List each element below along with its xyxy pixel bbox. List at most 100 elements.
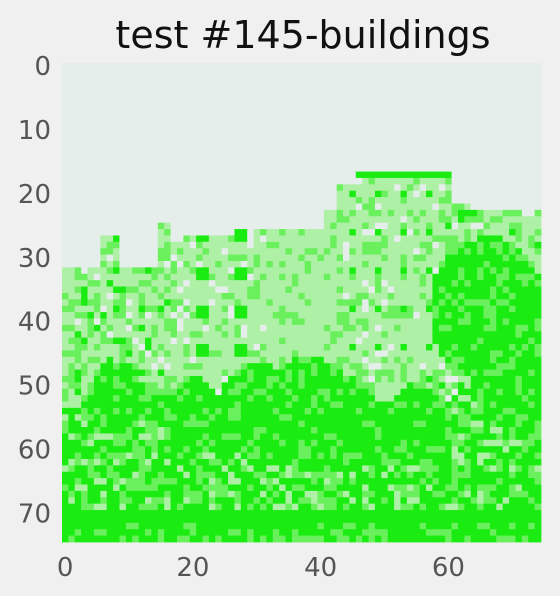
heatmap-cell (470, 94, 478, 102)
heatmap-cell (336, 222, 344, 230)
heatmap-cell (534, 133, 542, 141)
heatmap-cell (521, 324, 529, 332)
heatmap-cell (176, 101, 184, 109)
heatmap-cell (164, 152, 171, 160)
heatmap-cell (477, 197, 484, 204)
heatmap-cell (291, 88, 299, 96)
heatmap-cell (489, 356, 497, 364)
heatmap-cell (253, 82, 261, 89)
heatmap-cell (509, 107, 516, 115)
heatmap-cell (489, 229, 497, 236)
heatmap-cell (330, 229, 338, 236)
heatmap-cell (336, 209, 344, 217)
heatmap-cell (247, 458, 254, 466)
heatmap-cell (81, 427, 88, 434)
heatmap-cell (87, 292, 95, 300)
heatmap-cell (451, 344, 459, 351)
heatmap-cell (489, 158, 497, 166)
heatmap-cell (413, 107, 421, 115)
heatmap-cell (247, 177, 254, 185)
heatmap-cell (208, 369, 216, 377)
heatmap-cell (355, 433, 363, 441)
heatmap-cell (119, 101, 127, 109)
heatmap-cell (426, 427, 433, 434)
heatmap-cell (215, 88, 223, 96)
heatmap-cell (164, 471, 171, 479)
heatmap-cell (432, 350, 440, 358)
heatmap-cell (234, 484, 242, 492)
heatmap-cell (164, 82, 171, 89)
heatmap-cell (125, 114, 133, 121)
heatmap-cell (477, 375, 484, 383)
heatmap-cell (387, 177, 395, 185)
heatmap-cell (253, 158, 261, 166)
heatmap-cell (426, 235, 433, 243)
heatmap-cell (285, 337, 293, 345)
heatmap-cell (170, 248, 178, 255)
heatmap-cell (368, 337, 376, 345)
heatmap-cell (272, 446, 280, 453)
heatmap-cell (215, 318, 223, 326)
heatmap-cell (266, 280, 274, 287)
heatmap-cell (132, 401, 140, 409)
heatmap-cell (87, 248, 95, 255)
heatmap-cell (74, 273, 82, 281)
heatmap-cell (515, 363, 523, 370)
heatmap-cell (221, 350, 229, 358)
heatmap-cell (62, 407, 69, 415)
heatmap-cell (368, 158, 376, 166)
heatmap-cell (496, 229, 504, 236)
heatmap-cell (93, 248, 101, 255)
heatmap-cell (125, 344, 133, 351)
heatmap-cell (138, 452, 146, 460)
heatmap-cell (176, 203, 184, 211)
heatmap-cell (87, 407, 95, 415)
heatmap-cell (176, 312, 184, 319)
heatmap-cell (489, 69, 497, 77)
heatmap-cell (125, 152, 133, 160)
heatmap-cell (145, 82, 152, 89)
heatmap-cell (515, 190, 523, 198)
heatmap-cell (502, 260, 510, 268)
heatmap-cell (445, 439, 452, 447)
heatmap-cell (157, 280, 165, 287)
heatmap-cell (451, 375, 459, 383)
heatmap-cell (266, 114, 274, 121)
heatmap-cell (100, 101, 108, 109)
heatmap-cell (221, 388, 229, 396)
heatmap-cell (406, 465, 414, 473)
heatmap-cell (387, 446, 395, 453)
heatmap-cell (298, 152, 306, 160)
heatmap-cell (208, 318, 216, 326)
heatmap-cell (221, 439, 229, 447)
heatmap-cell (528, 235, 536, 243)
heatmap-cell (489, 120, 497, 128)
heatmap-cell (68, 139, 76, 147)
heatmap-cell (259, 305, 267, 313)
heatmap-cell (247, 203, 254, 211)
heatmap-cell (387, 235, 395, 243)
heatmap-cell (87, 420, 95, 428)
heatmap-cell (413, 299, 421, 307)
heatmap-cell (477, 318, 484, 326)
heatmap-cell (349, 465, 357, 473)
heatmap-cell (62, 427, 69, 434)
heatmap-cell (291, 152, 299, 160)
heatmap-cell (170, 75, 178, 83)
heatmap-cell (298, 312, 306, 319)
heatmap-cell (189, 363, 197, 370)
heatmap-cell (477, 280, 484, 287)
heatmap-cell (164, 363, 171, 370)
heatmap-cell (253, 356, 261, 364)
heatmap-cell (234, 152, 242, 160)
heatmap-cell (374, 395, 382, 402)
heatmap-cell (125, 369, 133, 377)
heatmap-cell (311, 133, 318, 141)
heatmap-cell (279, 331, 286, 339)
heatmap-cell (215, 235, 223, 243)
heatmap-cell (106, 375, 114, 383)
heatmap-cell (432, 299, 440, 307)
heatmap-cell (138, 114, 146, 121)
heatmap-cell (176, 158, 184, 166)
heatmap-cell (509, 260, 516, 268)
